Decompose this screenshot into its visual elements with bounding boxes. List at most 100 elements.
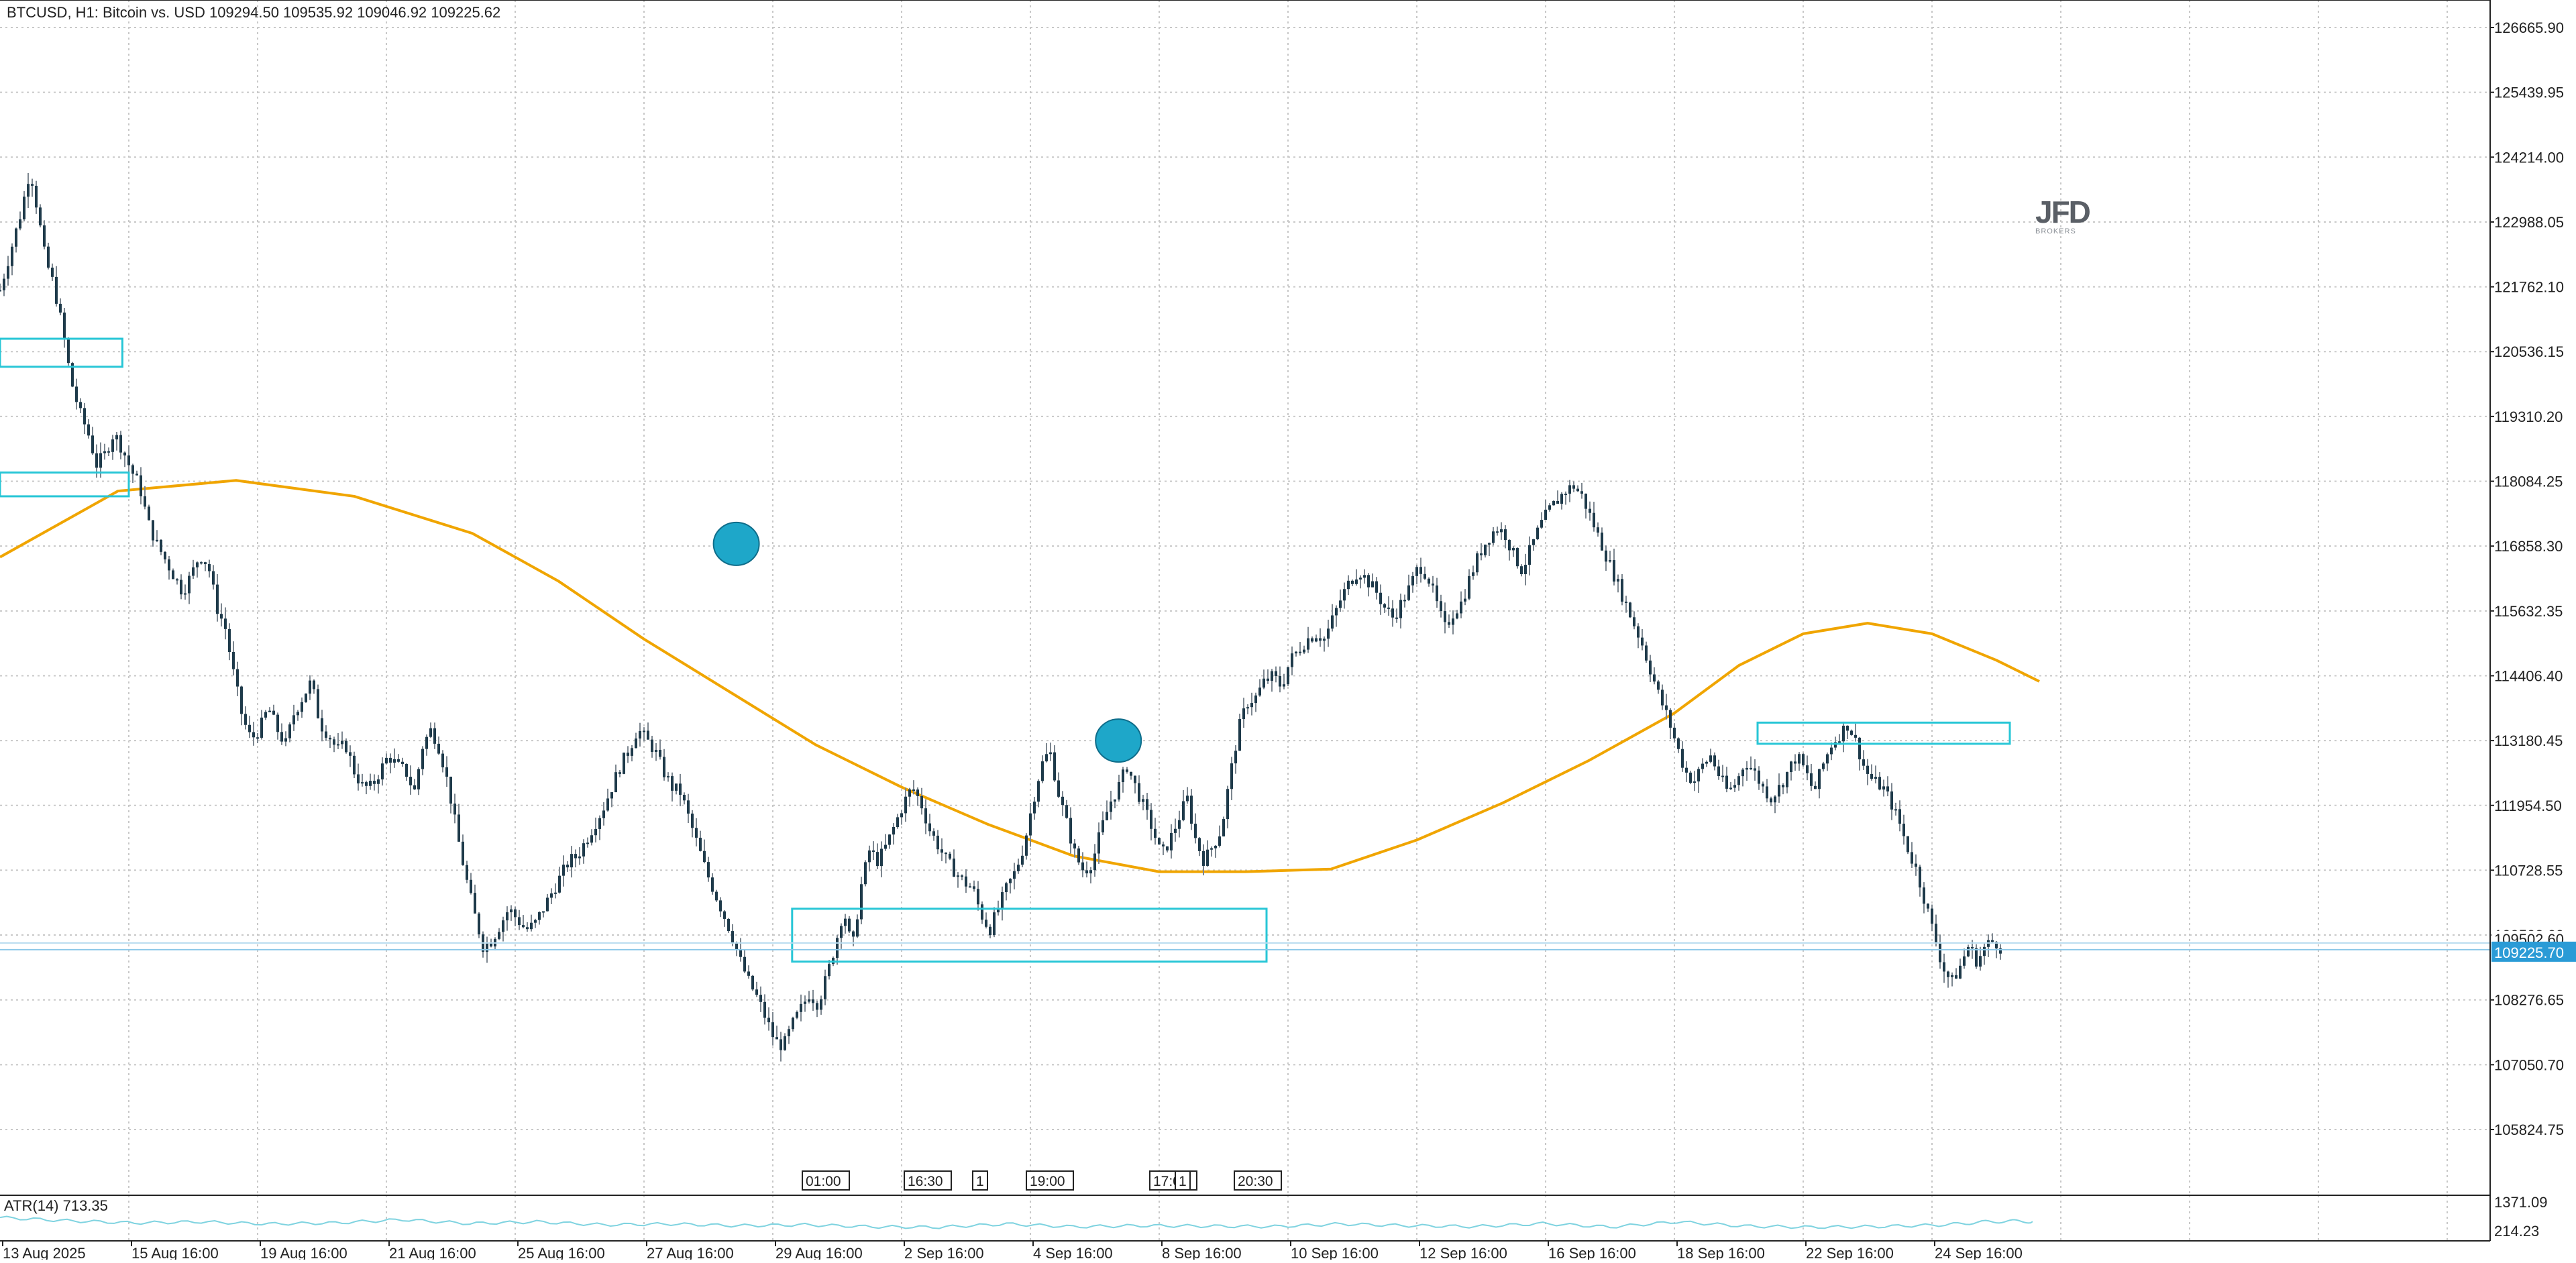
candle-body [695, 828, 698, 838]
candle-body [1963, 956, 1966, 966]
candle-body [924, 808, 927, 824]
candle-body [119, 435, 122, 453]
candle-body [936, 835, 939, 850]
candle-body [1005, 883, 1008, 893]
candle-body [606, 798, 609, 811]
candle-body [623, 753, 625, 774]
candle-body [397, 759, 400, 762]
candle-body [148, 506, 150, 520]
candle-body [667, 776, 669, 778]
candle-body [1480, 553, 1483, 555]
candle-body [594, 828, 597, 836]
candle-body [1166, 846, 1169, 850]
candle-body [413, 785, 416, 789]
candle-body [683, 794, 686, 801]
candle-body [1580, 491, 1583, 494]
current-price-line [0, 942, 2490, 950]
candle-body [928, 823, 931, 832]
time-tick-label: 27 Aug 16:00 [647, 1245, 734, 1260]
candles-layer [0, 172, 2002, 1062]
candle-body [844, 918, 847, 926]
candle-body [1331, 615, 1334, 629]
candle-body [1955, 975, 1957, 979]
candle-body [1025, 835, 1028, 856]
candle-body [518, 917, 521, 926]
candle-body [35, 185, 38, 208]
candle-body [582, 843, 585, 857]
candle-body [1134, 775, 1136, 783]
candle-body [123, 452, 126, 456]
time-marker-label: 16:30 [908, 1174, 943, 1189]
candle-body [99, 453, 102, 468]
candle-body [1375, 581, 1378, 593]
candle-body [800, 1003, 802, 1012]
candle-body [969, 886, 971, 888]
candle-body [659, 749, 661, 757]
price-tick-label: 107050.70 [2494, 1056, 2564, 1073]
candle-body [1359, 578, 1362, 580]
candle-body [1033, 802, 1036, 814]
candle-body [1786, 772, 1788, 787]
candle-body [1649, 660, 1652, 675]
candle-body [1496, 531, 1499, 533]
candle-body [1267, 678, 1269, 681]
highlight-marker [712, 521, 760, 566]
candle-body [1126, 769, 1128, 772]
candle-body [1741, 769, 1744, 777]
candle-body [1488, 543, 1491, 545]
price-tick-label: 116858.30 [2494, 538, 2563, 555]
candle-body [1174, 828, 1177, 833]
candle-body [1746, 767, 1748, 770]
candle-body [1536, 527, 1539, 539]
moving-average-layer [0, 479, 2040, 873]
candle-body [1766, 786, 1768, 799]
candle-body [836, 938, 839, 958]
candle-body [1902, 824, 1905, 836]
candle-body [1170, 832, 1173, 850]
candle-body [1432, 584, 1434, 586]
candle-body [1633, 617, 1635, 626]
candle-body [735, 942, 738, 949]
candle-body [1319, 638, 1322, 641]
candle-body [449, 776, 452, 804]
candle-body [1778, 785, 1780, 797]
candle-body [1613, 560, 1615, 582]
candle-body [1045, 754, 1048, 762]
time-marker-label: 01:00 [806, 1174, 841, 1189]
candle-body [1637, 626, 1640, 638]
candle-body [671, 776, 674, 791]
candle-body [1222, 819, 1225, 837]
candle-body [1089, 870, 1092, 874]
candle-body [1782, 785, 1784, 787]
candle-body [1456, 613, 1458, 619]
candle-body [703, 850, 706, 863]
candle-body [538, 912, 541, 920]
candle-body [1798, 754, 1801, 764]
zones-layer [0, 337, 2011, 963]
candle-body [868, 850, 871, 863]
candle-body [240, 686, 243, 714]
candle-body [602, 810, 605, 818]
candle-body [1657, 681, 1660, 690]
candle-body [1138, 783, 1140, 802]
candle-body [1214, 845, 1217, 848]
candle-body [1818, 769, 1821, 789]
candle-body [393, 759, 396, 763]
candle-body [574, 854, 577, 859]
candle-body [280, 732, 283, 742]
candle-body [1339, 600, 1342, 608]
candle-body [91, 435, 94, 453]
time-tick-label: 16 Sep 16:00 [1548, 1245, 1636, 1260]
candle-body [900, 813, 903, 818]
candle-body [1009, 879, 1012, 883]
price-tick-label: 125439.95 [2494, 85, 2564, 101]
candle-body [1548, 505, 1551, 510]
time-tick-label: 24 Sep 16:00 [1935, 1245, 2023, 1260]
candle-body [353, 755, 356, 775]
candle-body [1029, 813, 1032, 836]
candle-body [1085, 870, 1088, 874]
candle-body [554, 892, 557, 894]
candle-body [478, 913, 480, 935]
